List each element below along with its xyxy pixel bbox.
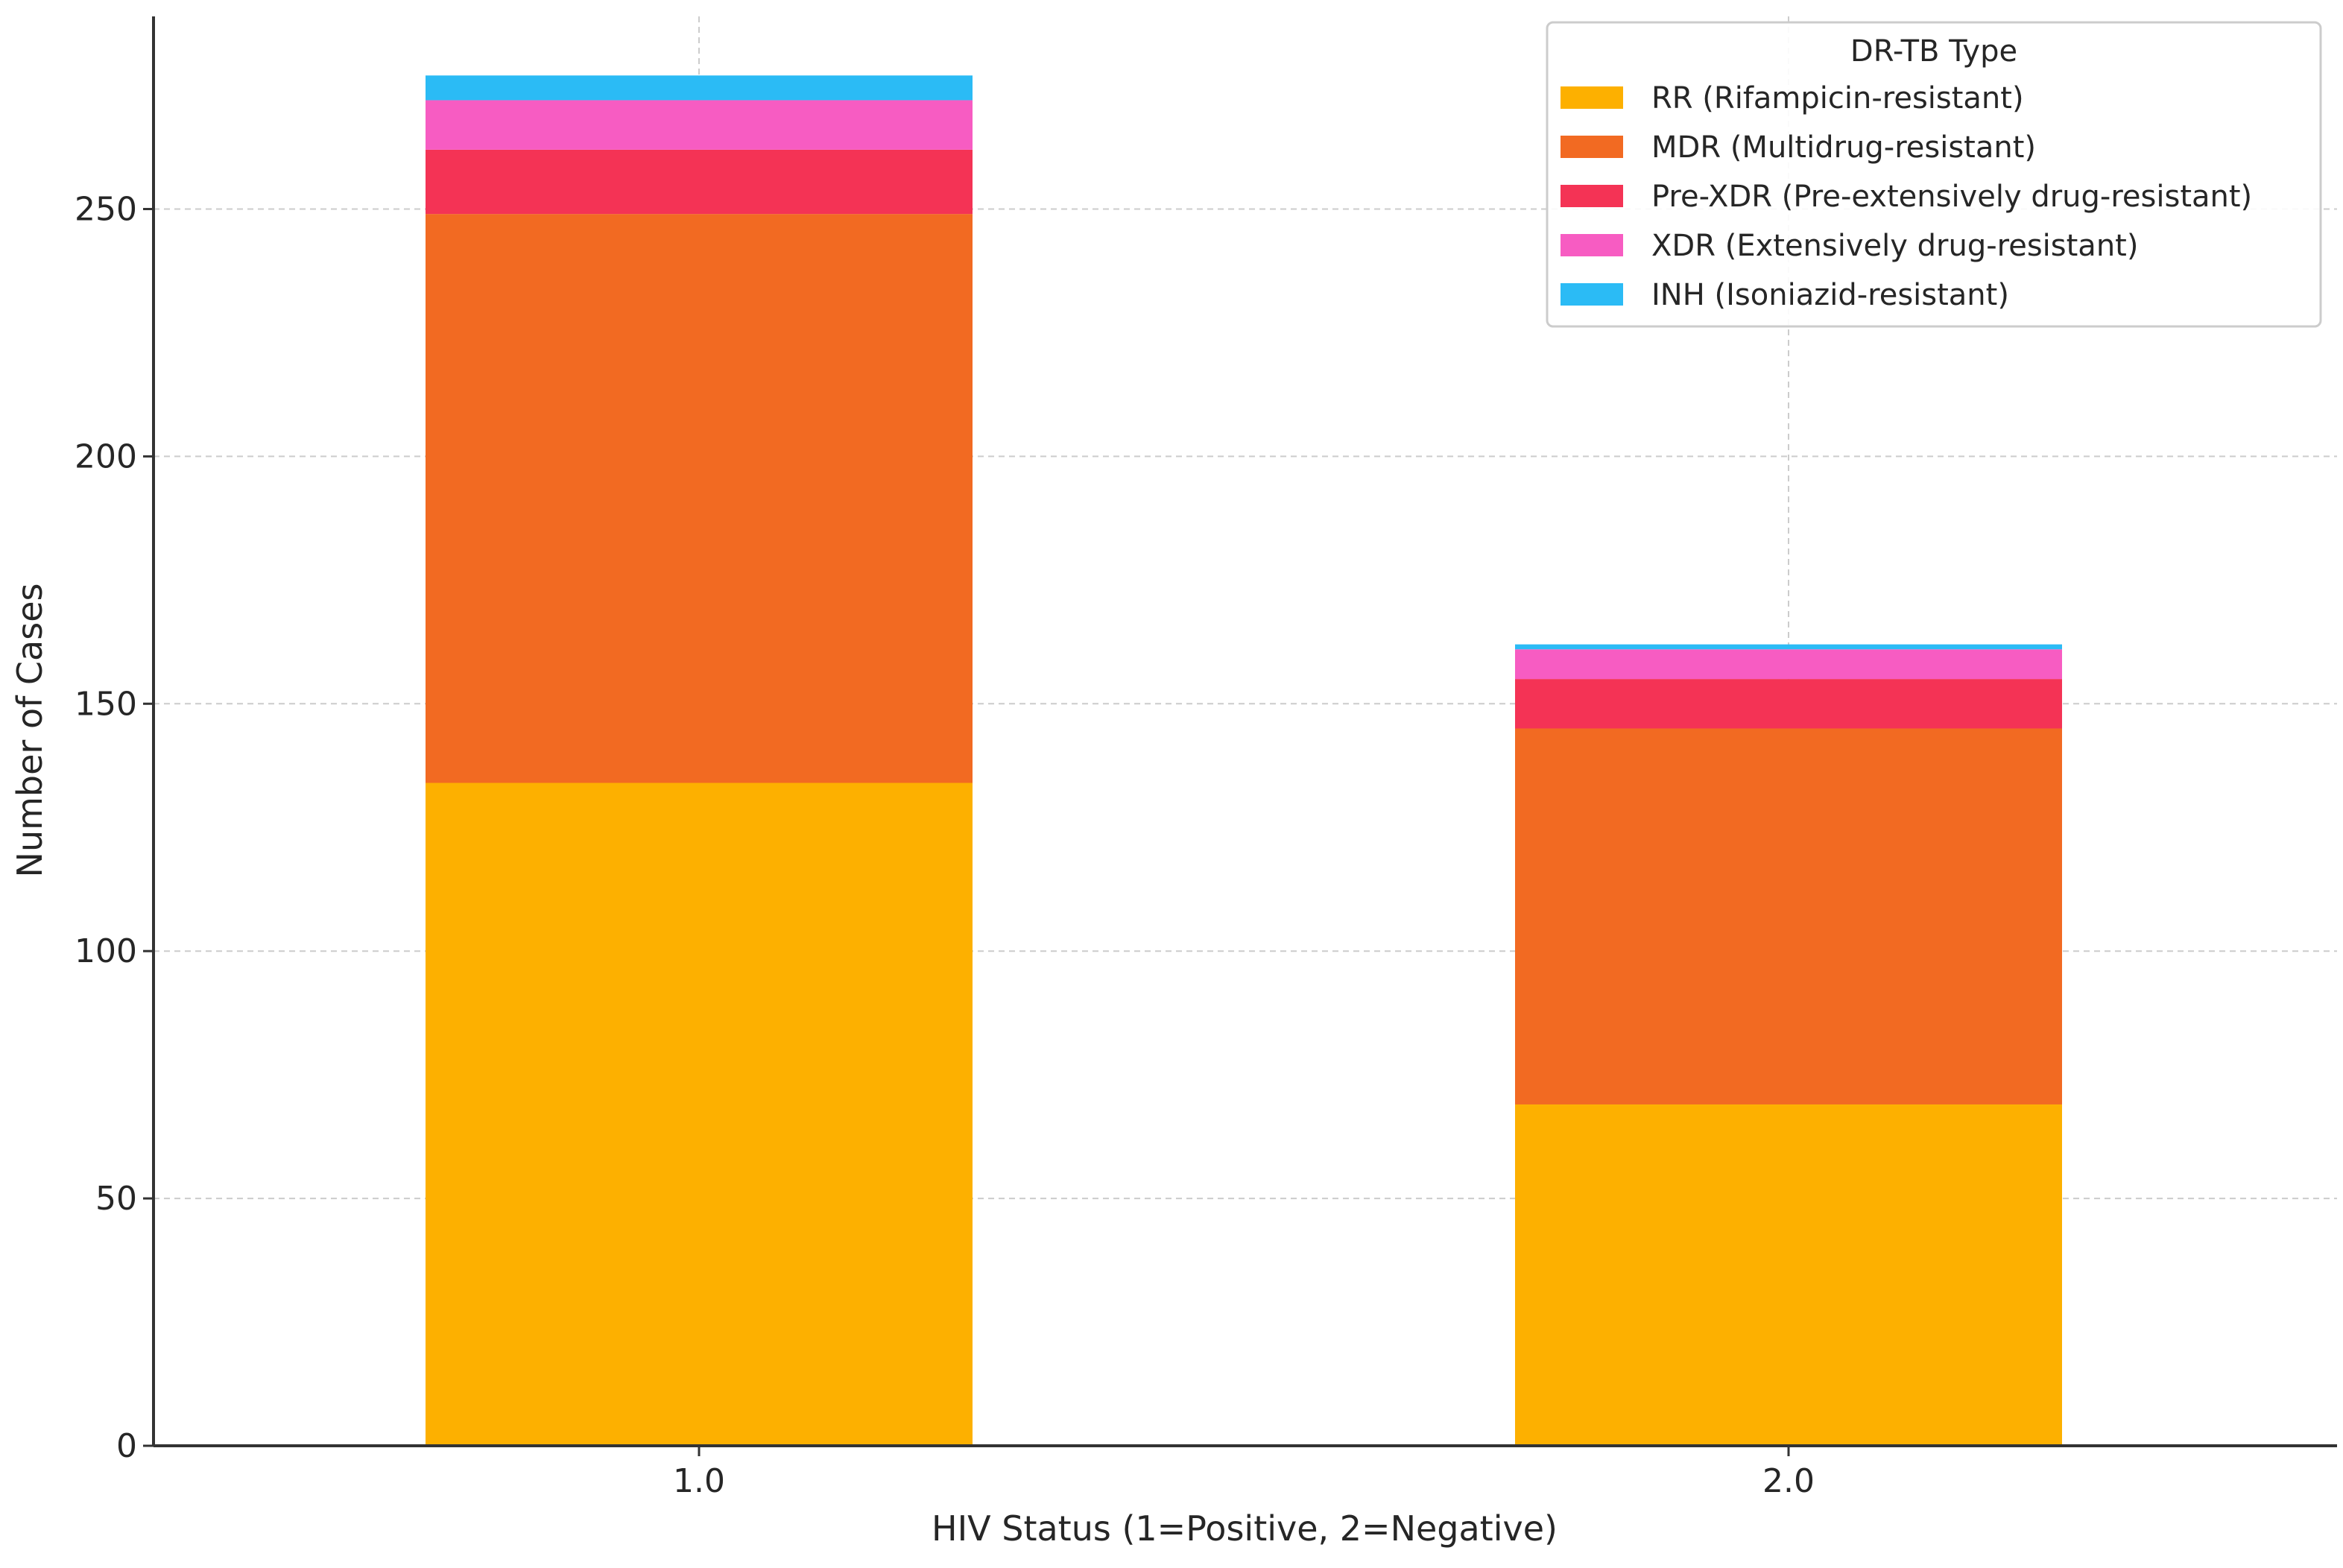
legend-items: RR (Rifampicin-resistant) MDR (Multidrug-… — [1561, 81, 2252, 312]
legend-label: MDR (Multidrug-resistant) — [1651, 130, 2036, 165]
bar-segment-xdr-2 — [1515, 649, 2062, 680]
bar-segment-xdr-1 — [426, 100, 973, 150]
bar-segment-pre-xdr-1 — [426, 149, 973, 215]
bars — [426, 75, 2062, 1446]
y-tick-label: 250 — [75, 191, 137, 229]
x-tick-label: 2.0 — [1762, 1462, 1815, 1500]
bar-segment-mdr-1 — [426, 214, 973, 783]
y-axis-title: Number of Cases — [10, 584, 50, 878]
x-ticks: 1.0 2.0 — [673, 1446, 1815, 1500]
legend-label: INH (Isoniazid-resistant) — [1651, 278, 2009, 312]
axes — [152, 16, 2337, 1447]
y-tick-label: 0 — [116, 1427, 137, 1465]
y-tick-label: 150 — [75, 685, 137, 723]
y-tick-label: 50 — [95, 1180, 137, 1218]
legend-swatch — [1561, 234, 1623, 256]
y-ticks: 0 50 100 150 200 250 — [75, 191, 154, 1465]
bar-segment-inh-1 — [426, 75, 973, 101]
bar-segment-mdr-2 — [1515, 728, 2062, 1104]
bar-segment-inh-2 — [1515, 644, 2062, 650]
x-tick-label: 1.0 — [673, 1462, 725, 1500]
y-tick-label: 200 — [75, 437, 137, 475]
legend-label: Pre-XDR (Pre-extensively drug-resistant) — [1651, 180, 2252, 214]
legend-frame — [1546, 21, 2322, 328]
bar-segment-rr-2 — [1515, 1104, 2062, 1446]
legend: DR-TB Type RR (Rifampicin-resistant) MDR … — [1546, 21, 2322, 328]
bar-segment-pre-xdr-2 — [1515, 679, 2062, 729]
y-tick-label: 100 — [75, 932, 137, 970]
legend-swatch — [1561, 283, 1623, 306]
legend-swatch — [1561, 136, 1623, 158]
bar-segment-rr-1 — [426, 783, 973, 1446]
legend-label: XDR (Extensively drug-resistant) — [1651, 229, 2138, 263]
legend-label: RR (Rifampicin-resistant) — [1651, 81, 2024, 116]
legend-swatch — [1561, 185, 1623, 207]
legend-swatch — [1561, 86, 1623, 109]
x-axis-title: HIV Status (1=Positive, 2=Negative) — [932, 1508, 1558, 1549]
legend-title: DR-TB Type — [1850, 34, 2017, 69]
